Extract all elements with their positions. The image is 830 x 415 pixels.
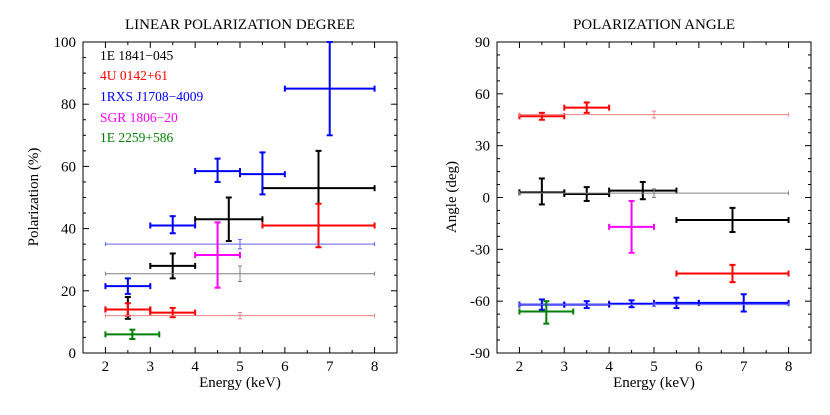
series: [518, 188, 790, 198]
x-axis-label: Energy (keV): [199, 375, 281, 391]
data-point: [149, 306, 197, 319]
data-point: [518, 111, 566, 121]
series: [104, 328, 161, 341]
series: [194, 221, 241, 289]
data-point: [518, 110, 790, 119]
series: [608, 199, 655, 254]
y-tick-label: 20: [61, 284, 76, 300]
data-point: [675, 263, 790, 284]
data-point: [608, 299, 655, 309]
data-point: [149, 252, 197, 280]
data-point: [104, 277, 152, 295]
x-tick-label: 2: [102, 359, 110, 375]
legend: 1E 1841−045 4U 0142+61 1RXS J1708−4009 S…: [100, 48, 204, 145]
data-point: [194, 221, 241, 289]
y-axis-label: Angle (deg): [444, 161, 460, 233]
x-tick-label: 4: [191, 359, 199, 375]
data-point: [563, 186, 611, 202]
y-tick-label: 30: [475, 139, 490, 155]
x-tick-label: 7: [740, 359, 748, 375]
y-tick-label: 80: [61, 97, 76, 113]
y-tick-label: 60: [61, 159, 76, 175]
y-tick-label: 60: [475, 87, 490, 103]
y-tick-label: -30: [470, 242, 490, 258]
series: [104, 202, 376, 319]
data-point: [104, 265, 376, 282]
data-point: [104, 328, 161, 341]
polarization-degree-panel: LINEAR POLARIZATION DEGREE 2 3 4 5 6 7 8 0 20 40…: [26, 17, 398, 391]
x-tick-label: 6: [281, 359, 289, 375]
series: [518, 302, 790, 307]
chart-title: POLARIZATION ANGLE: [573, 17, 735, 33]
data-point: [675, 206, 790, 234]
series: [104, 238, 376, 250]
y-tick-label: 0: [483, 191, 491, 207]
data-point: [194, 196, 264, 243]
data-point: [261, 202, 376, 249]
y-axis: 0 20 40 60 80 100: [54, 35, 397, 362]
x-tick-label: 5: [650, 359, 658, 375]
y-tick-label: 0: [69, 346, 77, 362]
x-tick-label: 2: [516, 359, 524, 375]
x-tick-label: 7: [326, 359, 334, 375]
data-point: [563, 101, 611, 114]
series: [518, 300, 575, 325]
data-point: [104, 238, 376, 250]
x-tick-label: 3: [561, 359, 569, 375]
data-point: [194, 157, 241, 183]
data-series: [518, 101, 790, 325]
y-tick-label: -60: [470, 294, 490, 310]
x-axis: 2 3 4 5 6 7 8: [82, 42, 398, 375]
legend-entry-sgr1806: SGR 1806−20: [100, 110, 178, 125]
data-series: [104, 41, 376, 341]
y-axis: -90 -60 -30 0 30 60 90: [470, 35, 811, 362]
legend-entry-1e1841: 1E 1841−045: [100, 48, 173, 63]
data-point: [653, 296, 700, 310]
data-point: [518, 300, 575, 325]
y-tick-label: 90: [475, 35, 490, 51]
x-tick-label: 3: [147, 359, 155, 375]
x-tick-label: 6: [695, 359, 703, 375]
data-point: [518, 302, 790, 307]
series: [104, 41, 376, 295]
x-tick-label: 4: [605, 359, 613, 375]
data-point: [518, 177, 566, 206]
y-axis-label: Polarization (%): [26, 148, 42, 247]
x-axis-label: Energy (keV): [613, 375, 695, 391]
series: [518, 101, 790, 284]
data-point: [283, 41, 376, 137]
x-tick-label: 8: [371, 359, 379, 375]
data-point: [608, 199, 655, 254]
x-tick-label: 8: [785, 359, 793, 375]
data-point: [239, 151, 286, 196]
data-point: [697, 293, 790, 313]
data-point: [608, 180, 678, 201]
series: [104, 312, 376, 320]
y-tick-label: 100: [54, 35, 77, 51]
series: [104, 265, 376, 282]
x-axis: 2 3 4 5 6 7 8: [496, 42, 812, 375]
polarization-angle-panel: POLARIZATION ANGLE 2 3 4 5 6 7 8 -90 -60 -30 0 30 6…: [444, 17, 812, 391]
data-point: [104, 312, 376, 320]
legend-entry-1rxs: 1RXS J1708−4009: [100, 89, 204, 104]
chart-title: LINEAR POLARIZATION DEGREE: [125, 17, 355, 33]
legend-entry-4u0142: 4U 0142+61: [100, 68, 168, 83]
series: [518, 110, 790, 119]
data-point: [518, 188, 790, 198]
series: [518, 177, 790, 234]
legend-entry-1e2259: 1E 2259+586: [100, 130, 173, 145]
y-tick-label: -90: [470, 346, 490, 362]
data-point: [104, 302, 152, 317]
data-point: [149, 215, 197, 235]
x-tick-label: 5: [236, 359, 244, 375]
y-tick-label: 40: [61, 222, 76, 238]
